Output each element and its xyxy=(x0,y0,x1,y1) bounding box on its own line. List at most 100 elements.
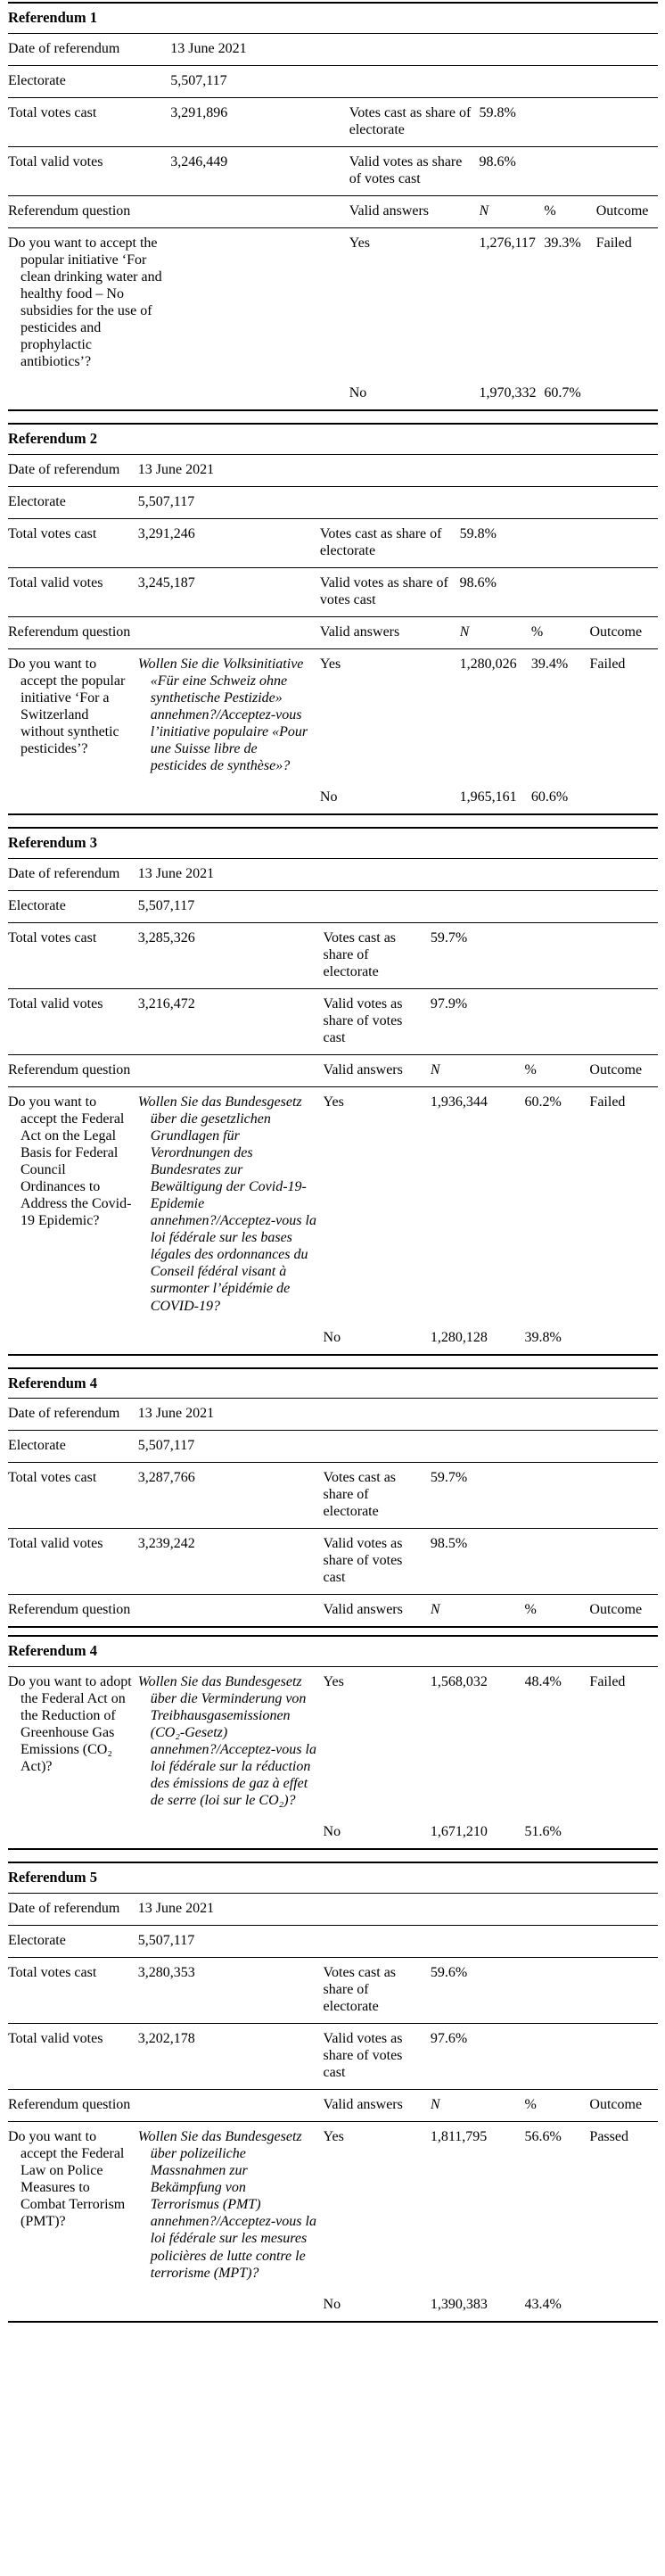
no-percent: 51.6% xyxy=(524,1824,562,1840)
electorate-value: 5,507,117 xyxy=(137,1925,658,1958)
question-column-header: Referendum question xyxy=(8,194,171,228)
referendum-4-continued-table: Referendum 4 Do you want to adopt the Fe… xyxy=(8,1635,658,1851)
no-label: No xyxy=(323,1824,341,1840)
votes-cast-value: 3,287,766 xyxy=(137,1462,324,1529)
yes-percent: 56.6% xyxy=(524,2121,590,2290)
electorate-label: Electorate xyxy=(8,1925,138,1958)
empty-cell xyxy=(530,517,590,568)
no-percent: 39.8% xyxy=(524,1329,562,1345)
question-column-header: Referendum question xyxy=(8,1594,138,1628)
yes-label: Yes xyxy=(323,1666,431,1818)
percent-header: % xyxy=(524,1594,590,1628)
votes-cast-value: 3,291,246 xyxy=(137,517,320,568)
outcome-value: Failed xyxy=(595,227,658,379)
percent-header: % xyxy=(524,2089,590,2122)
outcome-value: Failed xyxy=(589,648,658,783)
question-native: Wollen Sie das Bundesgesetz über die ges… xyxy=(137,1086,324,1323)
empty-cell xyxy=(589,566,658,617)
no-label: No xyxy=(323,2296,341,2312)
empty-cell xyxy=(138,2290,324,2322)
valid-answers-header: Valid answers xyxy=(323,2089,431,2122)
votes-cast-share-label: Votes cast as share of electorate xyxy=(323,1957,431,2024)
outcome-header: Outcome xyxy=(589,615,658,649)
question-native: Wollen Sie die Volksinitiative «Für eine… xyxy=(137,648,320,783)
empty-cell xyxy=(170,378,349,410)
empty-cell xyxy=(524,1957,590,2024)
votes-cast-value: 3,291,896 xyxy=(170,96,349,147)
valid-votes-share-value: 98.6% xyxy=(479,145,545,196)
valid-votes-share-label: Valid votes as share of votes cast xyxy=(323,1528,431,1595)
valid-votes-label: Total valid votes xyxy=(8,566,138,617)
empty-cell xyxy=(524,987,590,1055)
outcome-header: Outcome xyxy=(589,1054,658,1087)
valid-votes-value: 3,239,242 xyxy=(137,1528,324,1595)
no-percent: 43.4% xyxy=(524,2296,562,2312)
empty-cell xyxy=(138,1817,324,1849)
empty-cell xyxy=(589,1817,658,1849)
yes-percent: 39.4% xyxy=(530,648,590,783)
date-value: 13 June 2021 xyxy=(137,1398,658,1431)
referendum-4-table: Referendum 4 Date of referendum 13 June … xyxy=(8,1366,658,1629)
valid-votes-value: 3,202,178 xyxy=(137,2023,324,2090)
empty-cell xyxy=(544,145,596,196)
empty-cell xyxy=(589,517,658,568)
n-header: N xyxy=(430,1594,525,1628)
n-header: N xyxy=(459,615,531,649)
empty-cell xyxy=(589,1528,658,1595)
table-heading: Referendum 3 xyxy=(8,834,98,852)
valid-votes-share-label: Valid votes as share of votes cast xyxy=(323,987,431,1055)
electorate-label: Electorate xyxy=(8,889,138,923)
yes-count: 1,276,117 xyxy=(479,227,545,379)
question-english: Do you want to accept the Federal Law on… xyxy=(8,2121,138,2290)
yes-percent: 39.3% xyxy=(544,227,596,379)
date-value: 13 June 2021 xyxy=(137,453,658,487)
empty-cell xyxy=(596,378,658,410)
valid-answers-header: Valid answers xyxy=(323,1594,431,1628)
question-column-header: Referendum question xyxy=(8,615,138,649)
electorate-value: 5,507,117 xyxy=(137,1430,658,1463)
votes-cast-label: Total votes cast xyxy=(8,517,138,568)
empty-cell xyxy=(589,921,658,989)
date-label: Date of referendum xyxy=(8,1892,138,1926)
table-heading: Referendum 4 xyxy=(8,1374,98,1391)
votes-cast-value: 3,280,353 xyxy=(137,1957,324,2024)
empty-cell xyxy=(524,921,590,989)
votes-cast-share-label: Votes cast as share of electorate xyxy=(319,517,460,568)
no-count: 1,671,210 xyxy=(430,1824,488,1840)
votes-cast-share-label: Votes cast as share of electorate xyxy=(349,96,480,147)
empty-cell xyxy=(137,1054,324,1087)
percent-header: % xyxy=(544,194,596,228)
votes-cast-share-value: 59.8% xyxy=(459,517,531,568)
votes-cast-label: Total votes cast xyxy=(8,1957,138,2024)
question-english: Do you want to accept the popular initia… xyxy=(8,648,138,783)
empty-cell xyxy=(138,1323,324,1355)
valid-votes-share-value: 97.6% xyxy=(430,2023,525,2090)
valid-answers-header: Valid answers xyxy=(319,615,460,649)
question-english: Do you want to adopt the Federal Act on … xyxy=(8,1666,138,1818)
yes-percent: 60.2% xyxy=(524,1086,590,1323)
empty-cell xyxy=(137,2089,324,2122)
yes-label: Yes xyxy=(349,227,480,379)
votes-cast-share-label: Votes cast as share of electorate xyxy=(323,1462,431,1529)
no-count: 1,390,383 xyxy=(430,2296,488,2312)
electorate-label: Electorate xyxy=(8,1430,138,1463)
question-native: Wollen Sie das Bundesgesetz über polizei… xyxy=(137,2121,324,2290)
empty-cell xyxy=(524,2023,590,2090)
referendum-1-table: Referendum 1 Date of referendum 13 June … xyxy=(8,2,658,412)
empty-cell xyxy=(524,1528,590,1595)
yes-label: Yes xyxy=(319,648,460,783)
votes-cast-label: Total votes cast xyxy=(8,921,138,989)
yes-percent: 48.4% xyxy=(524,1666,590,1818)
yes-count: 1,280,026 xyxy=(459,648,531,783)
votes-cast-share-value: 59.7% xyxy=(430,921,525,989)
n-header: N xyxy=(430,2089,525,2122)
empty-cell xyxy=(8,378,170,410)
date-value: 13 June 2021 xyxy=(137,1892,658,1926)
date-label: Date of referendum xyxy=(8,453,138,487)
empty-cell xyxy=(589,782,658,814)
percent-header: % xyxy=(530,615,590,649)
percent-header: % xyxy=(524,1054,590,1087)
outcome-value: Failed xyxy=(589,1666,658,1818)
question-english: Do you want to accept the popular initia… xyxy=(8,227,171,379)
no-count: 1,970,332 xyxy=(479,385,537,401)
